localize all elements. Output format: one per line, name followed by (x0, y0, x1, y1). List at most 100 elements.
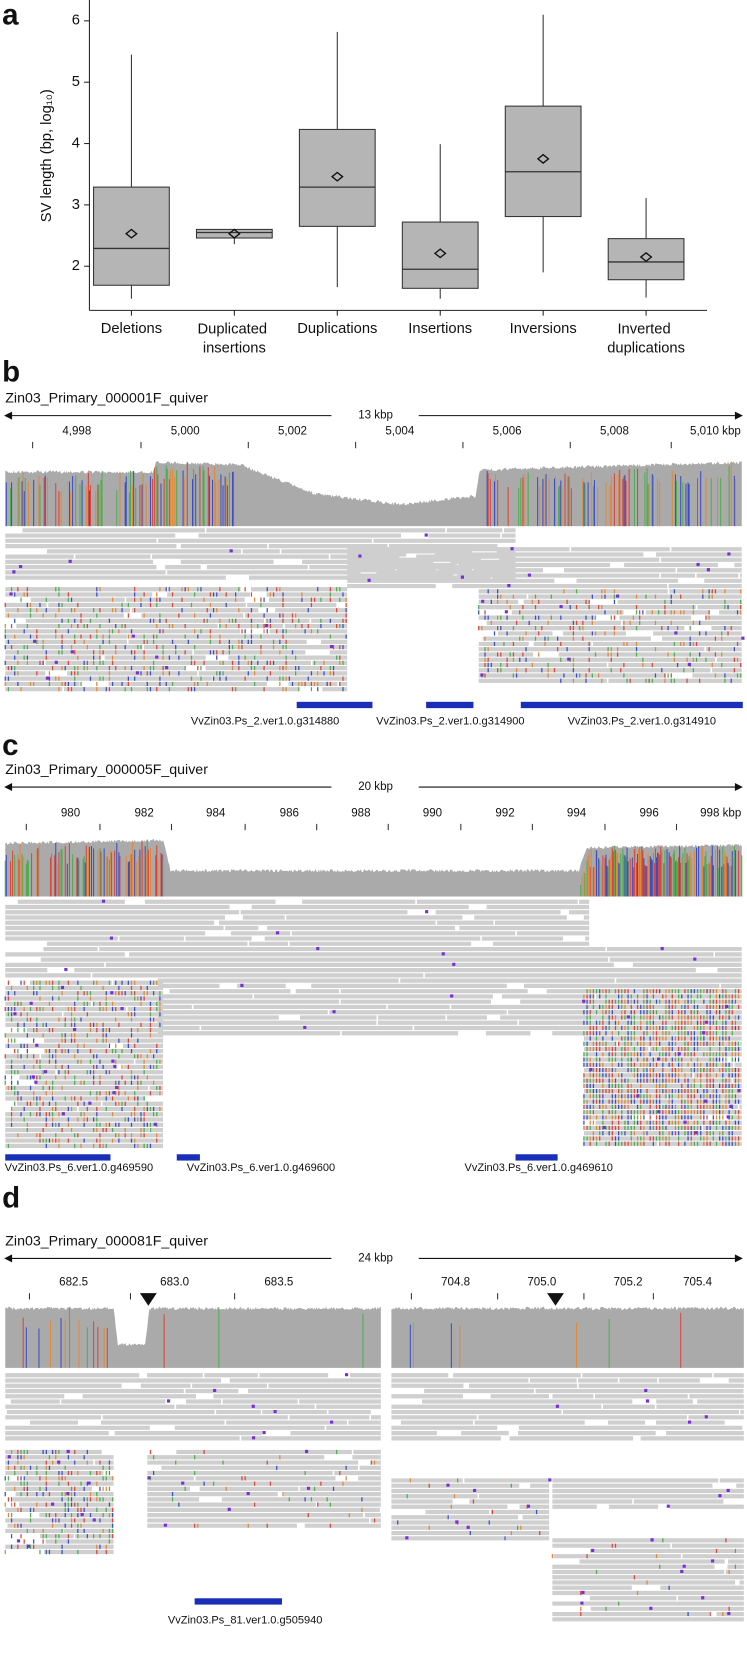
coverage (5, 838, 742, 897)
mean-marker (433, 248, 447, 259)
panel-label: d (2, 1181, 20, 1214)
y-axis-label: SV length (bp, log₁₀) (39, 89, 55, 222)
read-mismatches (7, 980, 740, 1148)
gene-label: VvZin03.Ps_6.ver1.0.g469610 (464, 1162, 612, 1174)
coverage-variants (5, 470, 735, 527)
read-mismatches (4, 587, 742, 692)
read-mismatches (406, 1478, 737, 1611)
ruler-label: 683.0 (160, 1277, 189, 1289)
x-tick-label: Duplicated insertions (198, 321, 272, 356)
contig-name: Zin03_Primary_000005F_quiver (5, 762, 208, 778)
coverage-variants (25, 1317, 62, 1368)
gene-label: VvZin03.Ps_6.ver1.0.g469600 (187, 1162, 335, 1174)
gene-model (515, 1154, 558, 1161)
box (93, 186, 170, 286)
ruler-label: 5,002 (278, 425, 307, 437)
x-tick-label: Insertions (408, 321, 472, 337)
ruler-label: 990 (423, 807, 442, 819)
span-label: 20 kbp (358, 781, 393, 793)
ruler-label: 998 kbp (700, 807, 741, 819)
ruler-label: 996 (640, 807, 659, 819)
mean-marker (125, 228, 138, 239)
span-label: 13 kbp (358, 410, 393, 422)
ruler-label: 980 (61, 807, 80, 819)
ruler-label: 984 (206, 807, 226, 819)
x-tick-label: Inverted duplications (607, 321, 685, 356)
ruler-label: 705.4 (683, 1277, 713, 1289)
ruler-label: 705.0 (527, 1277, 556, 1289)
breakpoint-marker (139, 1293, 157, 1306)
gene-model (5, 1154, 111, 1161)
panel-label: a (2, 0, 19, 32)
ruler-label: 5,006 (493, 425, 522, 437)
gene-model (520, 701, 743, 709)
read-mismatches (7, 1449, 376, 1555)
mean-marker (639, 251, 653, 263)
reads (5, 899, 742, 1148)
coverage-variants (22, 1314, 165, 1368)
ruler-label: 982 (134, 807, 153, 819)
box (401, 221, 479, 289)
gene-model (296, 701, 373, 709)
gene-model (176, 1154, 200, 1161)
coverage-variants (17, 842, 734, 897)
coverage (391, 1306, 744, 1368)
mean-marker (228, 228, 241, 239)
panel-label: c (2, 729, 18, 762)
gene-label: VvZin03.Ps_2.ver1.0.g314880 (191, 716, 339, 728)
box (298, 128, 376, 227)
gene-model (426, 701, 474, 709)
coverage-variants (5, 842, 736, 897)
coverage-variants (68, 1307, 364, 1368)
gene-label: VvZin03.Ps_2.ver1.0.g314910 (568, 716, 716, 728)
x-tick-label: Duplications (297, 321, 377, 337)
read-mismatches (4, 587, 742, 692)
box (607, 238, 685, 281)
gene-model (194, 1598, 282, 1605)
box (504, 105, 582, 218)
span-line (4, 783, 743, 792)
ruler-label: 5,000 (171, 425, 200, 437)
span-line (4, 411, 743, 420)
x-tick-label: Inversions (510, 321, 577, 337)
read-mismatches (4, 587, 739, 692)
read-mismatches (4, 587, 742, 692)
span-label: 24 kbp (358, 1252, 393, 1264)
y-tick-label: 4 (72, 135, 80, 151)
mean-marker (330, 171, 344, 182)
coverage-variants (9, 841, 740, 897)
span-line (4, 1254, 743, 1263)
ruler-label: 994 (567, 807, 587, 819)
ruler-label: 4,998 (62, 425, 91, 437)
y-tick-label: 2 (72, 258, 80, 274)
panel-label: b (2, 355, 20, 388)
ruler-label: 704.8 (441, 1277, 470, 1289)
ruler-label: 988 (351, 807, 370, 819)
ruler-label: 5,008 (600, 425, 629, 437)
read-mismatches (4, 1449, 376, 1555)
y-tick-label: 3 (72, 197, 80, 213)
ruler-label: 986 (280, 807, 299, 819)
ruler-label: 705.2 (614, 1277, 643, 1289)
coverage-variants (43, 462, 699, 527)
contig-name: Zin03_Primary_000001F_quiver (5, 391, 208, 407)
coverage (5, 460, 742, 527)
y-tick-label: 6 (72, 13, 80, 29)
contig-name: Zin03_Primary_000081F_quiver (5, 1233, 208, 1249)
gene-label: VvZin03.Ps_81.ver1.0.g505940 (168, 1614, 323, 1626)
mean-marker (536, 153, 550, 164)
ruler-label: 5,010 kbp (690, 425, 741, 437)
gene-label: VvZin03.Ps_2.ver1.0.g314900 (376, 716, 524, 728)
box (195, 228, 273, 239)
ruler-label: 682.5 (59, 1277, 88, 1289)
read-mismatches (4, 1449, 363, 1555)
read-mismatches (4, 980, 740, 1148)
ruler-label: 5,004 (385, 425, 415, 437)
x-tick-label: Deletions (101, 321, 162, 337)
coverage (5, 1306, 381, 1368)
breakpoint-marker (547, 1293, 564, 1306)
coverage-variants (49, 1319, 105, 1368)
coverage-variants (17, 461, 736, 527)
ruler-label: 992 (495, 807, 514, 819)
